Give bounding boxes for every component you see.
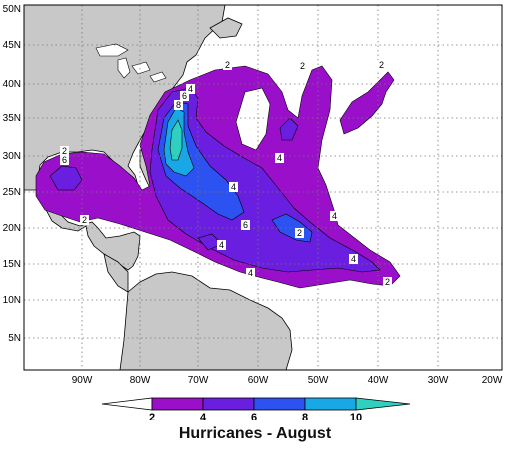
legend-tick: 4 xyxy=(200,412,207,420)
south-america xyxy=(119,271,293,371)
lat-label: 30N xyxy=(3,151,21,162)
great-lakes xyxy=(95,43,167,83)
svg-text:2: 2 xyxy=(300,61,305,71)
svg-text:4: 4 xyxy=(219,240,224,250)
lat-label: 20N xyxy=(3,223,21,234)
lon-label: 80W xyxy=(130,375,151,386)
longitude-labels: 90W 80W 70W 60W 50W 40W 30W 20W xyxy=(72,375,503,386)
legend-swatch-above-10 xyxy=(355,397,411,411)
legend-ticks: 2 4 6 8 10 xyxy=(149,412,362,424)
contour-label: 4 xyxy=(275,153,284,163)
svg-text:2: 2 xyxy=(82,215,87,225)
svg-text:2: 2 xyxy=(379,60,384,70)
newfoundland xyxy=(209,17,243,39)
lat-label: 45N xyxy=(3,40,21,51)
lon-label: 70W xyxy=(188,375,209,386)
svg-text:2: 2 xyxy=(225,60,230,70)
graticule xyxy=(24,5,502,370)
contour-label: 4 xyxy=(229,182,238,192)
contour-label: 2 xyxy=(295,228,304,238)
lat-label: 35N xyxy=(3,113,21,124)
contour-label: 2 xyxy=(383,277,392,287)
lon-label: 60W xyxy=(248,375,269,386)
low-density-gap xyxy=(235,87,271,151)
contour-area-4-gulf xyxy=(49,165,83,191)
contour-label: 8 xyxy=(174,100,183,110)
contour-label: 2 xyxy=(80,215,89,225)
legend-colorbar xyxy=(101,397,411,411)
contour-label: 6 xyxy=(180,91,189,101)
lon-label: 20W xyxy=(482,375,503,386)
legend-tick: 2 xyxy=(149,412,155,420)
contour-label: 2 xyxy=(377,60,386,70)
legend-tick: 6 xyxy=(251,412,257,420)
contour-level-10 xyxy=(169,119,183,161)
svg-text:4: 4 xyxy=(188,84,193,94)
svg-text:4: 4 xyxy=(351,254,356,264)
central-america xyxy=(103,253,129,293)
contour-label: 4 xyxy=(330,211,339,221)
svg-text:2: 2 xyxy=(62,146,67,156)
contour-label: 4 xyxy=(349,254,358,264)
legend-swatch-4-6 xyxy=(202,397,255,411)
legend-tick: 8 xyxy=(302,412,308,420)
lat-label: 15N xyxy=(3,259,21,270)
svg-text:6: 6 xyxy=(243,220,248,230)
contour-area-4-main xyxy=(149,87,381,273)
map-title: Hurricanes - August xyxy=(178,425,332,442)
legend-tick: 10 xyxy=(350,412,362,420)
contour-label: 2 xyxy=(298,61,307,71)
contour-label: 4 xyxy=(246,268,255,278)
lat-label: 50N xyxy=(3,4,21,15)
svg-text:4: 4 xyxy=(332,211,337,221)
contour-area-4-ne xyxy=(279,117,299,141)
lon-label: 30W xyxy=(428,375,449,386)
svg-text:6: 6 xyxy=(62,155,67,165)
lat-label: 40N xyxy=(3,79,21,90)
latitude-labels: 50N 45N 40N 35N 30N 25N 20N 15N 10N 5N xyxy=(3,4,21,344)
svg-text:4: 4 xyxy=(248,268,253,278)
svg-text:2: 2 xyxy=(297,228,302,238)
hurricane-density-map: 50N 45N 40N 35N 30N 25N 20N 15N 10N 5N 9… xyxy=(3,4,503,424)
lon-label: 50W xyxy=(308,375,329,386)
contour-label: 6 xyxy=(60,155,69,165)
contour-label: 4 xyxy=(217,240,226,250)
svg-text:8: 8 xyxy=(176,100,181,110)
lon-label: 40W xyxy=(368,375,389,386)
contour-label: 4 xyxy=(186,84,195,94)
svg-text:6: 6 xyxy=(182,91,187,101)
svg-text:4: 4 xyxy=(277,153,282,163)
contour-label: 2 xyxy=(60,146,69,156)
contour-label: 2 xyxy=(223,60,232,70)
legend-swatch-2-4 xyxy=(151,397,204,411)
legend-swatch-6-8 xyxy=(253,397,306,411)
contour-area-2-northeast xyxy=(339,71,395,135)
lon-label: 90W xyxy=(72,375,93,386)
contour-label: 6 xyxy=(241,220,250,230)
svg-text:4: 4 xyxy=(231,182,236,192)
lat-label: 25N xyxy=(3,187,21,198)
legend-swatch-8-10 xyxy=(304,397,357,411)
map-frame xyxy=(23,4,503,371)
contour-level-4 xyxy=(49,87,381,273)
lat-label: 10N xyxy=(3,295,21,306)
contour-labels: 2 4 6 8 2 4 2 4 6 2 4 4 2 6 2 4 4 2 xyxy=(60,60,392,287)
lat-label: 5N xyxy=(8,333,21,344)
legend-swatch-below-2 xyxy=(101,397,153,411)
contour-area-10 xyxy=(169,119,183,161)
svg-text:2: 2 xyxy=(385,277,390,287)
